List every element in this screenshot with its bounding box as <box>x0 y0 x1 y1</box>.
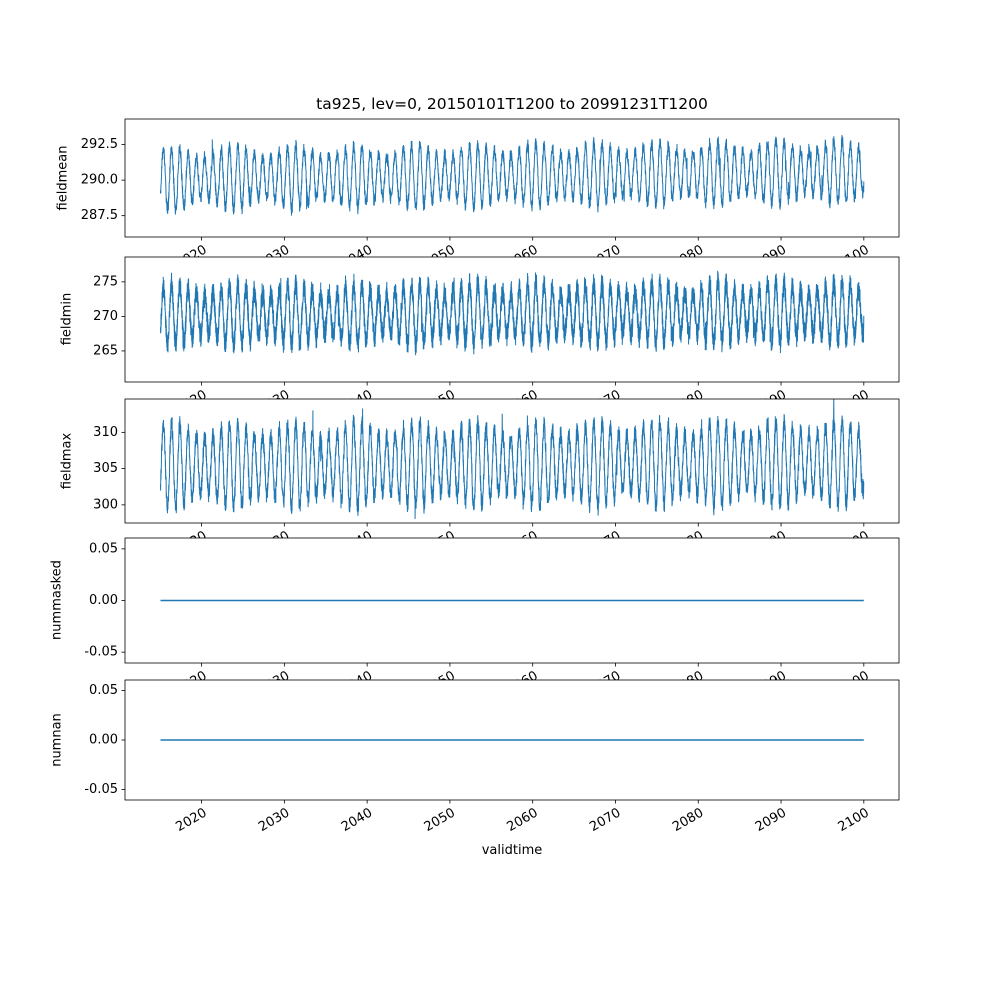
y-tick-label: 0.05 <box>89 541 118 556</box>
x-tick-label: 2080 <box>670 805 706 835</box>
y-tick-label: 310 <box>93 425 118 440</box>
x-tick-label: 2050 <box>422 805 458 835</box>
y-tick-label: -0.05 <box>84 782 118 797</box>
y-tick-label: 0.00 <box>89 733 118 748</box>
series-fieldmin <box>160 270 865 356</box>
y-tick-label: 275 <box>93 274 118 289</box>
figure-title: ta925, lev=0, 20150101T1200 to 20991231T… <box>316 95 708 113</box>
y-tick-label: 290.0 <box>81 173 118 188</box>
y-tick-label: 265 <box>93 343 118 358</box>
series-fieldmean <box>160 134 865 216</box>
x-tick-label: 2100 <box>836 805 872 835</box>
ylabel-numnan: numnan <box>49 713 65 767</box>
ylabel-nummasked: nummasked <box>49 560 65 640</box>
subplot-fieldmax: 3003053102020203020402050206020702080209… <box>93 398 900 558</box>
ylabel-fieldmax: fieldmax <box>59 432 75 490</box>
x-tick-label: 2030 <box>256 805 292 835</box>
x-axis-label: validtime <box>481 843 543 858</box>
subplot-nummasked: -0.050.000.05202020302040205020602070208… <box>84 537 900 698</box>
subplot-fieldmean: 287.5290.0292.52020203020402050206020702… <box>81 118 900 272</box>
y-tick-label: 305 <box>93 461 118 476</box>
y-tick-label: 292.5 <box>81 137 118 152</box>
y-tick-label: 0.05 <box>89 683 118 698</box>
subplot-fieldmin: 2652702752020203020402050206020702080209… <box>93 256 900 417</box>
y-tick-label: 300 <box>93 497 118 512</box>
y-tick-label: -0.05 <box>84 645 118 660</box>
x-tick-label: 2060 <box>505 805 541 835</box>
x-tick-label: 2070 <box>587 805 623 835</box>
y-tick-label: 287.5 <box>81 208 118 223</box>
x-tick-label: 2040 <box>339 805 375 835</box>
x-tick-label: 2020 <box>173 805 209 835</box>
ylabel-fieldmin: fieldmin <box>59 292 75 346</box>
series-fieldmax <box>160 399 865 520</box>
subplot-numnan: -0.05 0.00 0.05 2020 2030 2040 2050 2060 2070 208… <box>84 679 900 835</box>
y-tick-label: 270 <box>93 309 118 324</box>
ylabel-fieldmean: fieldmean <box>55 145 71 211</box>
y-tick-label: 0.00 <box>89 593 118 608</box>
x-tick-label: 2090 <box>753 805 789 835</box>
